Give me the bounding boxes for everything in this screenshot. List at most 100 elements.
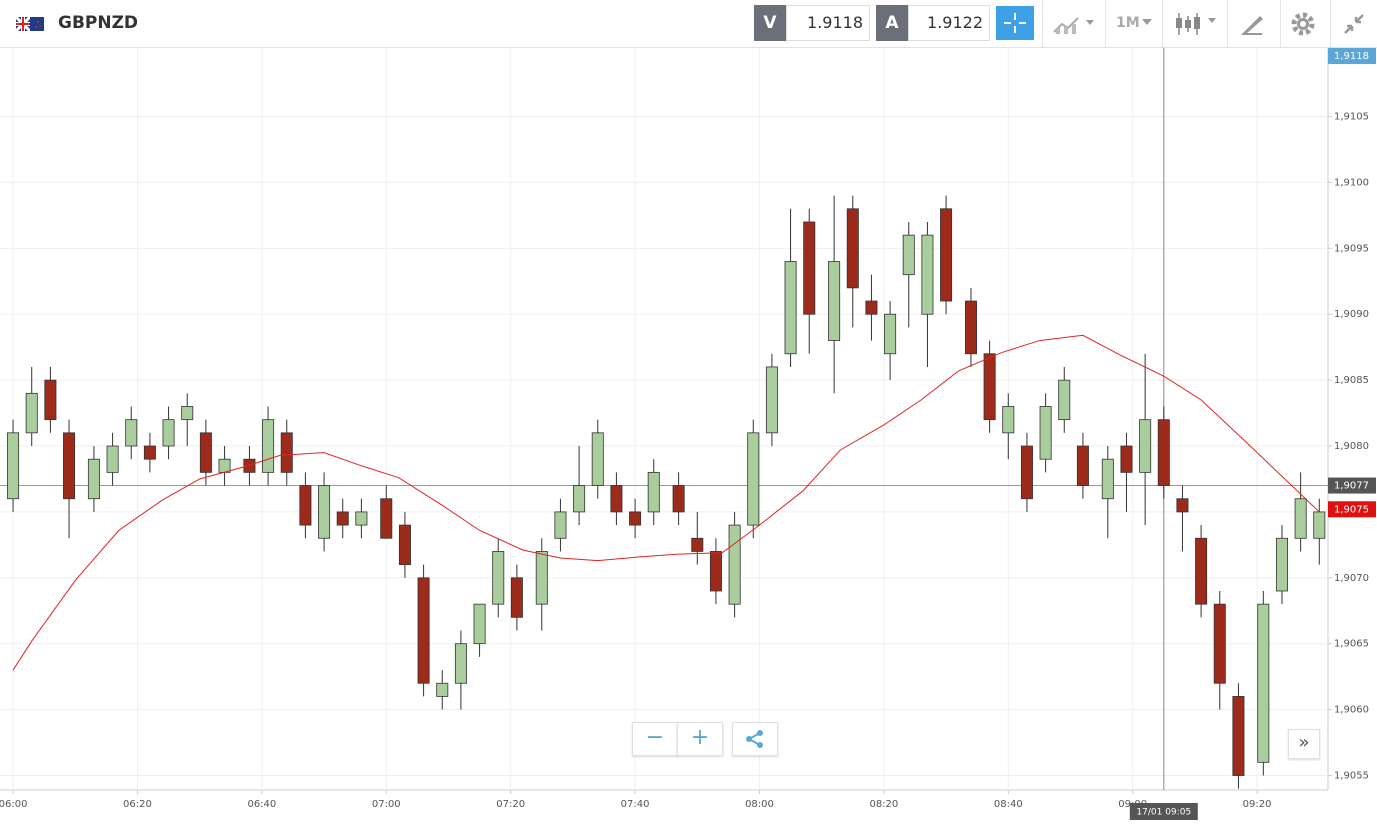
candle-body: [492, 551, 505, 605]
candle-body: [591, 432, 604, 486]
symbol: GBPNZD: [58, 13, 139, 33]
candle-body: [728, 524, 741, 605]
candle-body: [803, 221, 816, 315]
candle-body: [336, 511, 349, 526]
candle-body: [672, 485, 685, 513]
timeframe-button[interactable]: 1M: [1116, 15, 1140, 31]
candle-body: [454, 643, 467, 684]
moving-average-line: [12, 334, 1320, 671]
candle-body: [1275, 537, 1288, 592]
candle-body: [884, 313, 897, 355]
x-tick-label: 06:40: [247, 799, 276, 810]
separator: [1227, 0, 1228, 47]
candle-body: [647, 471, 660, 513]
candle-body: [1120, 445, 1133, 473]
x-tick-label: 08:40: [994, 799, 1023, 810]
candle-body: [828, 261, 841, 341]
y-tick-label: 1,9080: [1334, 441, 1369, 452]
draw-button[interactable]: [1240, 12, 1264, 36]
zoom-out-button[interactable]: −: [632, 722, 678, 756]
candle-body: [940, 208, 953, 302]
sell-price[interactable]: 1.9118: [786, 5, 870, 41]
x-tick-label: 07:20: [496, 799, 525, 810]
candle-body: [355, 511, 368, 526]
crosshair-button[interactable]: [996, 6, 1034, 40]
candle-body: [7, 432, 20, 500]
chart: 1,9055 1,9060 1,9065 1,9070 1,9075 1,9080 1,90…: [0, 48, 1376, 820]
candle-body: [1076, 445, 1089, 486]
y-tick-label: 1,9105: [1334, 112, 1369, 123]
candle-body: [162, 419, 175, 447]
settings-button[interactable]: [1290, 11, 1316, 37]
candle-body: [1020, 445, 1033, 500]
y-tick-label: 1,9070: [1334, 573, 1369, 584]
candle-body: [243, 458, 256, 473]
y-tick-label: 1,9065: [1334, 639, 1369, 650]
price-marker-label: 1,9075: [1334, 504, 1369, 515]
candle-body: [181, 406, 194, 421]
candle-body: [87, 458, 100, 500]
candle-body: [510, 577, 523, 618]
candle-body: [610, 485, 623, 513]
candle-body: [1294, 498, 1307, 539]
candle-body: [573, 485, 586, 513]
candle-body: [1195, 537, 1208, 605]
x-tick-label: 08:00: [745, 799, 774, 810]
buy-button[interactable]: A: [876, 5, 908, 41]
candle-body: [964, 300, 977, 355]
x-tick-label: 06:00: [0, 799, 27, 810]
zoom-in-button[interactable]: +: [677, 722, 723, 756]
separator: [1105, 0, 1106, 47]
buy-price[interactable]: 1.9122: [908, 5, 990, 41]
separator: [1162, 0, 1163, 47]
candle-body: [1313, 511, 1326, 539]
chart-type-button[interactable]: [1174, 10, 1220, 38]
dropdown-arrow: [1142, 19, 1152, 25]
candle-body: [1157, 419, 1170, 486]
price-marker: [1328, 48, 1376, 64]
candle-body: [1139, 419, 1152, 473]
y-tick-label: 1,9090: [1334, 309, 1369, 320]
candle-body: [784, 261, 797, 355]
price-marker-label: 1,9118: [1334, 51, 1369, 62]
x-tick-label: 08:20: [869, 799, 898, 810]
scroll-end-button[interactable]: »: [1288, 729, 1320, 759]
candle-body: [902, 234, 915, 276]
candle-body: [262, 419, 275, 473]
candle-body: [1232, 696, 1245, 776]
candle-body: [280, 432, 293, 473]
separator: [1330, 0, 1331, 47]
indicator-button[interactable]: [1052, 12, 1098, 36]
candle-body: [44, 379, 57, 421]
candle-body: [629, 511, 642, 526]
candle-body: [747, 432, 760, 526]
candle-body: [1002, 406, 1015, 434]
candle-body: [921, 234, 934, 315]
candle-body: [218, 458, 231, 473]
candle-body: [25, 392, 38, 434]
candle-body: [846, 208, 859, 289]
y-tick-label: 1,9085: [1334, 375, 1369, 386]
share-button[interactable]: [732, 722, 778, 756]
candle-body: [983, 353, 996, 421]
sell-button[interactable]: V: [754, 5, 786, 41]
candle-body: [535, 551, 548, 605]
candle-body: [1257, 603, 1270, 763]
candle-body: [765, 366, 778, 434]
candle-body: [398, 524, 411, 566]
collapse-button[interactable]: [1342, 12, 1366, 36]
x-tick-label: 07:40: [621, 799, 650, 810]
candle-body: [1058, 379, 1071, 421]
plot-area: [0, 48, 1328, 790]
y-tick-label: 1,9100: [1334, 177, 1369, 188]
candle-body: [436, 682, 449, 697]
toolbar: GBPNZD V 1.9118 A 1.9122 1M: [0, 0, 1377, 48]
crosshair-x-box: [1129, 803, 1198, 820]
candle-body: [473, 603, 486, 645]
y-tick-label: 1,9055: [1334, 771, 1369, 782]
candle-body: [63, 432, 76, 500]
crosshair-y-box: [1328, 477, 1376, 494]
candle-body: [1039, 406, 1052, 460]
crosshair-y-label: 1,9077: [1334, 481, 1369, 492]
flag-icon: [16, 17, 44, 31]
